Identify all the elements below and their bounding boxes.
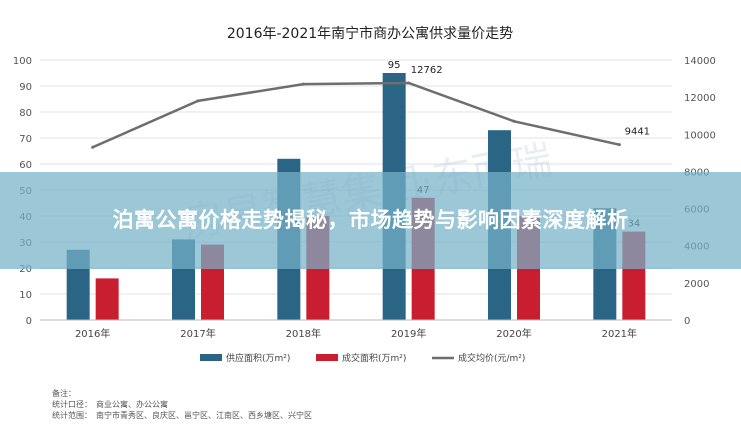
x-tick-label: 2016年 <box>75 327 110 340</box>
price-line <box>91 81 621 149</box>
banner-title: 泊寓公寓价格走势揭秘，市场趋势与影响因素深度解析 <box>112 208 629 232</box>
x-tick-label: 2020年 <box>496 327 531 340</box>
legend: 供应面积(万m²) 成交面积(万m²) 成交均价(元/m²) <box>200 352 525 364</box>
y-left-tick-label: 100 <box>13 56 32 67</box>
chart-title: 2016年-2021年南宁市商办公寓供求量价走势 <box>227 25 513 42</box>
x-tick-label: 2019年 <box>391 327 426 340</box>
y-right-tick-label: 14000 <box>684 56 716 67</box>
line-point <box>512 119 516 123</box>
y-right-tick-label: 2000 <box>684 279 709 290</box>
line-point <box>301 82 305 86</box>
note-districts: 统计范围： 南宁市青秀区、良庆区、邕宁区、江南区、西乡塘区、兴宁区 <box>52 411 312 420</box>
legend-swatch <box>200 354 222 361</box>
line-point <box>407 81 411 85</box>
y-right-tick-label: 12000 <box>684 93 716 104</box>
y-left-tick-label: 90 <box>19 82 32 93</box>
y-left-tick-label: 80 <box>19 108 32 119</box>
data-label: 12762 <box>411 65 443 76</box>
note-scope: 统计口径： 商业公寓、办公公寓 <box>52 400 168 409</box>
y-left-tick-label: 20 <box>19 264 32 275</box>
y-left-tick-label: 70 <box>19 134 32 145</box>
data-label: 9441 <box>625 127 650 138</box>
source-notes: 备注： 统计口径： 商业公寓、办公公寓 统计范围： 南宁市青秀区、良庆区、邕宁区… <box>52 388 312 421</box>
x-tick-label: 2021年 <box>602 327 637 340</box>
y-right-tick-label: 10000 <box>684 130 716 141</box>
y-left-tick-label: 60 <box>19 160 32 171</box>
y-left-tick-label: 10 <box>19 290 32 301</box>
y-left-tick-label: 0 <box>26 316 32 327</box>
data-label: 95 <box>388 60 401 71</box>
line-point <box>196 99 200 103</box>
y-right-tick-label: 0 <box>684 316 690 327</box>
overlay-banner: 泊寓公寓价格走势揭秘，市场趋势与影响因素深度解析 <box>0 172 741 269</box>
line-series-price <box>92 81 620 149</box>
x-tick-label: 2017年 <box>180 327 215 340</box>
legend-label: 成交均价(元/m²) <box>458 352 525 364</box>
x-tick-label: 2018年 <box>286 327 321 340</box>
bar-deal <box>95 278 119 320</box>
note-remark: 备注： <box>52 389 76 398</box>
legend-label: 成交面积(万m²) <box>342 352 406 364</box>
line-point <box>617 143 621 147</box>
line-point <box>91 145 95 149</box>
legend-swatch <box>316 354 338 361</box>
legend-label: 供应面积(万m²) <box>226 352 290 364</box>
